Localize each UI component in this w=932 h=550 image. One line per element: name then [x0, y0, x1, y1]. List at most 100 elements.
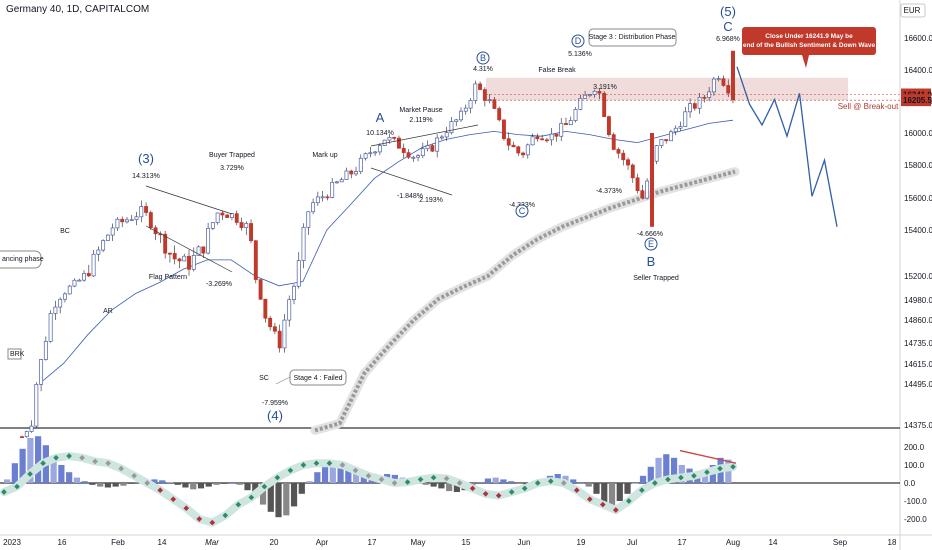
histogram-bar	[213, 483, 220, 485]
candle	[363, 153, 368, 159]
annotation-label: Stage 4 : Failed	[293, 375, 342, 382]
candle	[635, 177, 640, 191]
candle	[463, 107, 468, 112]
candle	[511, 144, 516, 148]
histogram-bar	[391, 474, 398, 483]
oscillator-point	[626, 498, 632, 504]
candle	[583, 94, 588, 99]
y-tick-label: 14495.0	[904, 380, 932, 389]
candle	[530, 136, 535, 146]
y-tick-label: 15800.0	[904, 161, 932, 170]
x-tick-label: 17	[368, 538, 377, 547]
candle	[86, 273, 91, 277]
stage4-pointer	[275, 376, 291, 385]
y-tick-label: 15600.0	[904, 194, 932, 203]
oscillator-point	[313, 460, 320, 467]
warning-callout-box	[742, 27, 876, 55]
x-tick-label: 14	[769, 538, 778, 547]
candle	[24, 431, 29, 438]
oscillator-point	[652, 480, 658, 486]
histogram-bar	[89, 483, 96, 485]
x-tick-label: 18	[888, 538, 897, 547]
candle	[597, 90, 602, 94]
candle	[521, 152, 525, 156]
oscillator-point	[704, 469, 710, 476]
candle	[77, 279, 82, 282]
histogram-bar	[120, 483, 127, 486]
histogram-bar	[283, 483, 290, 516]
annotation-label: -7.959%	[262, 400, 288, 407]
histogram-bar	[244, 483, 251, 491]
histogram-bar	[104, 483, 112, 488]
histogram-bar	[430, 483, 437, 487]
candle	[621, 152, 626, 161]
annotation-label: 2.119%	[409, 117, 432, 124]
annotation-label: 3.729%	[220, 165, 244, 172]
wave-circle-marker	[571, 34, 585, 48]
histogram-bar	[624, 483, 631, 494]
candle	[62, 293, 67, 300]
oscillator-point	[586, 496, 593, 503]
candle	[115, 218, 120, 229]
candle	[358, 157, 363, 172]
wave-circle-marker	[476, 51, 490, 65]
oscillator-point	[79, 454, 85, 461]
divergence-line	[679, 449, 737, 464]
candle	[554, 133, 559, 137]
histogram-bar	[601, 483, 608, 503]
y-tick-label: 14980.0	[904, 296, 932, 305]
oscillator-point	[339, 462, 346, 468]
histogram-bar	[577, 483, 585, 484]
oscillator-point	[482, 490, 489, 497]
candle	[349, 170, 354, 175]
candle	[96, 249, 101, 255]
currency-label: EUR	[904, 6, 921, 15]
oscillator-point	[613, 507, 619, 513]
histogram-bar	[205, 483, 212, 487]
histogram-bar	[360, 475, 367, 483]
candle	[587, 94, 592, 96]
candle	[91, 253, 96, 277]
annotation-label: (3)	[138, 151, 154, 166]
candle	[134, 216, 139, 221]
candle	[334, 181, 339, 184]
oscillator-point	[157, 487, 164, 494]
candle	[454, 119, 459, 122]
histogram-bar	[508, 481, 515, 483]
candle-last	[731, 50, 735, 101]
wave-circle-marker	[644, 237, 658, 251]
x-tick-label: Aug	[726, 538, 740, 547]
histogram-bar	[35, 436, 42, 483]
oscillator-point	[404, 479, 411, 485]
x-tick-label: Apr	[316, 538, 329, 547]
candle	[172, 253, 177, 260]
histogram-bar	[314, 472, 321, 483]
histogram-bar	[438, 483, 445, 489]
oscillator-point	[599, 501, 606, 508]
oscillator-point	[469, 485, 476, 492]
y-tick-label: 14615.0	[904, 360, 932, 369]
oscillator-point	[209, 519, 216, 526]
osc-y-tick-label: 0.0	[904, 479, 916, 488]
candle	[210, 222, 215, 229]
oscillator-point	[92, 458, 98, 465]
candle	[425, 145, 430, 150]
annotation-label: B	[647, 254, 656, 269]
candle	[144, 206, 149, 213]
candle	[373, 151, 378, 154]
candle	[420, 148, 425, 156]
candle	[516, 146, 521, 154]
histogram-bar	[500, 479, 507, 483]
flag-upper-line	[145, 185, 233, 215]
candle	[540, 138, 545, 141]
candle	[502, 119, 506, 140]
slow-ma-line	[314, 169, 736, 433]
histogram-bar	[275, 483, 282, 518]
x-tick-label: 17	[678, 538, 687, 547]
candle	[397, 137, 401, 149]
oscillator-point	[443, 475, 450, 482]
candle	[673, 127, 678, 133]
oscillator-point	[639, 487, 645, 494]
histogram-bar	[632, 483, 639, 484]
